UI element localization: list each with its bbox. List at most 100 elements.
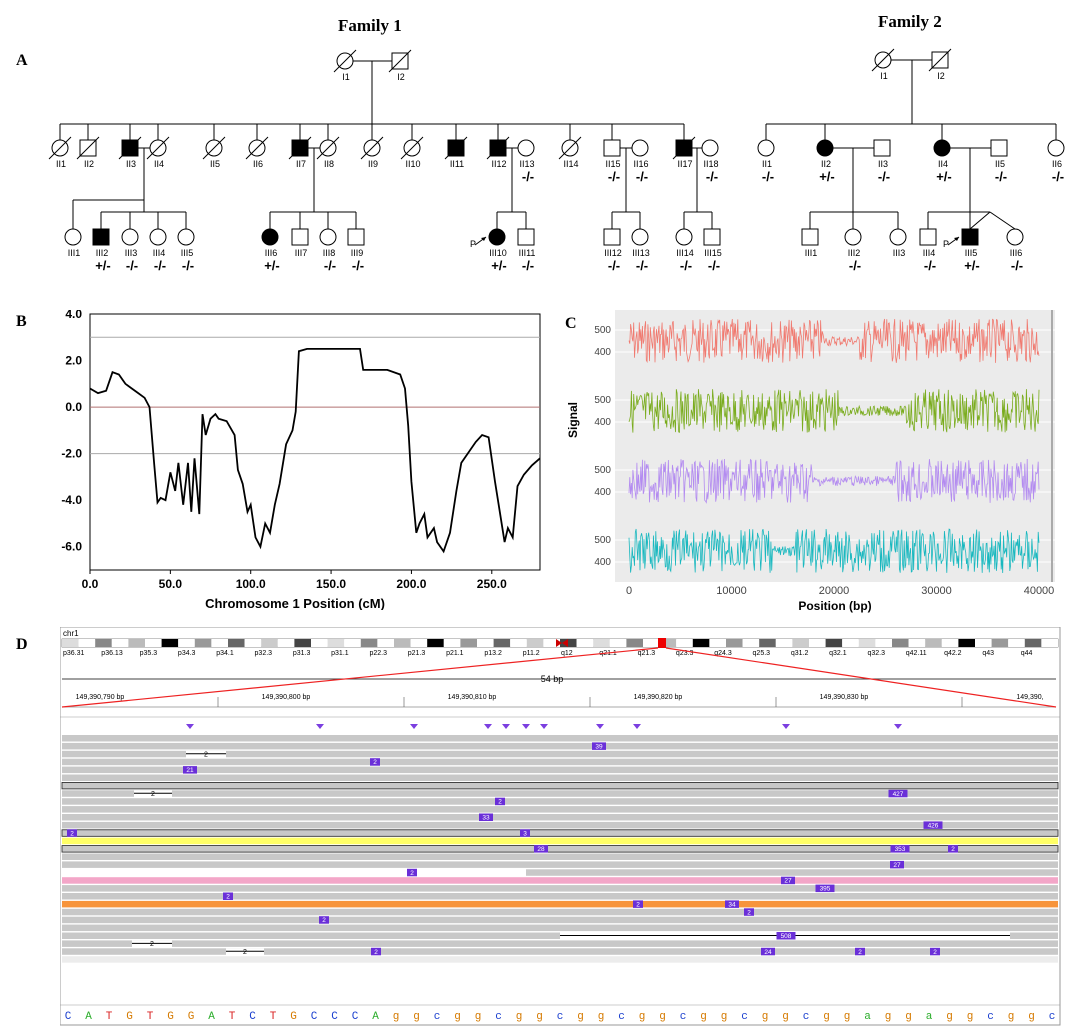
f1-III6: III6+/- (261, 228, 280, 273)
insertion-label-box (67, 829, 77, 837)
reference-base: g (393, 1011, 400, 1023)
ideogram-band (244, 639, 262, 647)
ideogram-band (676, 639, 693, 647)
reference-base: g (967, 1011, 974, 1023)
band-label: p34.3 (178, 650, 196, 657)
centromere (556, 639, 568, 647)
x-tick-label: 100.0 (236, 577, 266, 591)
individual-id: III1 (68, 248, 81, 258)
ideogram-band (659, 639, 677, 647)
f1-III13: III13-/- (631, 228, 650, 273)
genotype-label: -/- (352, 258, 364, 273)
band-label: q42.2 (944, 650, 962, 657)
reference-base: c (618, 1011, 625, 1023)
insertion-label: 27 (893, 862, 901, 869)
reference-base: A (85, 1011, 92, 1023)
individual-id: II1 (56, 159, 66, 169)
insertion-label: 34 (728, 901, 736, 908)
ideogram-band (941, 639, 959, 647)
ideogram-band (1008, 639, 1025, 647)
ideogram-band (377, 639, 394, 647)
reference-base: g (946, 1011, 953, 1023)
insertion-label-box (890, 845, 910, 853)
reference-base: G (188, 1011, 195, 1023)
ideogram-band (111, 639, 129, 647)
deletion-gap (132, 940, 172, 948)
f2-III6: III6-/- (1006, 228, 1024, 273)
f1-III7: III7 (291, 228, 309, 258)
f2-II6: II6-/- (1047, 139, 1065, 184)
deletion-length: 2 (150, 941, 154, 948)
ideogram-band (360, 639, 378, 647)
position-label: 149,390,810 bp (448, 694, 497, 701)
insertion-marker (522, 724, 530, 729)
f2-II2: II2+/- (816, 139, 835, 184)
read (62, 869, 526, 876)
y-tick-label: 500 (594, 325, 611, 336)
reference-base: T (147, 1011, 154, 1023)
individual-id: II17 (677, 159, 692, 169)
insertion-label-box (855, 947, 865, 956)
insertion-marker (410, 724, 418, 729)
ideogram-band (792, 639, 809, 647)
band-label: p36.13 (101, 650, 123, 657)
individual-id: III15 (704, 248, 722, 258)
reference-base: g (905, 1011, 912, 1023)
ideogram-band (410, 639, 428, 647)
insertion-label: 353 (895, 846, 906, 853)
individual-id: II4 (154, 159, 164, 169)
x-tick-label: 200.0 (396, 577, 426, 591)
individual-id: II5 (210, 159, 220, 169)
reference-base: C (331, 1011, 338, 1023)
f1-II6: II6 (245, 136, 269, 169)
reference-base: g (639, 1011, 646, 1023)
insertion-label: 2 (226, 894, 230, 901)
band-label: q12 (561, 650, 573, 657)
individual-id: II16 (633, 159, 648, 169)
read (62, 806, 1058, 813)
f2-I1: I1 (871, 48, 895, 81)
reference-base: g (844, 1011, 851, 1023)
individual-id: III2 (96, 248, 109, 258)
reference-base: g (598, 1011, 605, 1023)
insertion-label-box (725, 900, 739, 908)
ideogram-band (344, 639, 361, 647)
panel-letter-c: C (565, 315, 577, 332)
genotype-label: -/- (608, 258, 620, 273)
ideogram-band (543, 639, 560, 647)
f2-I2: I2 (928, 48, 952, 81)
read (62, 924, 1058, 932)
insertion-label: 39 (595, 743, 603, 750)
individual-id: II15 (605, 159, 620, 169)
f2-III2: III2-/- (844, 228, 862, 273)
insertion-marker (186, 724, 194, 729)
individual-id: I2 (937, 71, 945, 81)
ideogram-band (925, 639, 942, 647)
f1-III10: III10+/- P (470, 228, 507, 273)
individual-id: II2 (821, 159, 831, 169)
read (62, 853, 1058, 860)
ideogram-band (261, 639, 278, 647)
individual-id: II9 (368, 159, 378, 169)
reference-base: g (536, 1011, 543, 1023)
band-label: p31.3 (293, 650, 311, 657)
reference-base: g (782, 1011, 789, 1023)
insertion-label: 27 (784, 878, 792, 885)
insertion-marker (484, 724, 492, 729)
ideogram-band (892, 639, 909, 647)
zoom-line-right (665, 647, 1057, 708)
reference-base: G (167, 1011, 174, 1023)
y-tick-label: 400 (594, 347, 611, 358)
reference-base: A (208, 1011, 215, 1023)
ideogram-band (178, 639, 195, 647)
signal-chart: 500 400 500 400 500 400 500 400 0 10000 20000 30000… (566, 310, 1055, 613)
ideogram-band (726, 639, 743, 647)
insertion-label-box (592, 742, 606, 750)
individual-id: III4 (153, 248, 166, 258)
reference-base: T (270, 1011, 277, 1023)
ideogram-band (858, 639, 876, 647)
f1-III14: III14-/- (675, 228, 694, 273)
f1-II5: II5 (202, 136, 226, 169)
reference-base: g (413, 1011, 420, 1023)
read (62, 861, 1058, 868)
